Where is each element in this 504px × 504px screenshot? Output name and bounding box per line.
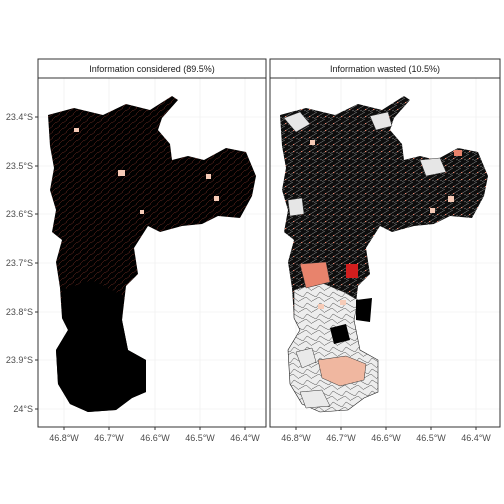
y-axis: 23.4°S 23.5°S 23.6°S 23.7°S 23.8°S 23.9°… xyxy=(6,112,38,414)
panel-title-considered: Information considered (89.5%) xyxy=(89,64,215,74)
x-axis-wasted: 46.8°W 46.7°W 46.6°W 46.5°W 46.4°W xyxy=(281,427,491,443)
panel-information-considered: Information considered (89.5%) xyxy=(37,58,267,428)
panel-information-wasted: Information wasted (10.5%) xyxy=(269,58,501,428)
strip-considered: Information considered (89.5%) xyxy=(37,58,267,79)
x-tick-label: 46.8°W xyxy=(49,433,79,443)
panel-border-considered xyxy=(37,77,267,428)
region-wasted-south-fills xyxy=(295,261,372,409)
y-tick-label: 24°S xyxy=(13,404,33,414)
panel-border-wasted xyxy=(269,77,501,428)
x-tick-label: 46.6°W xyxy=(140,433,170,443)
region-considered-solid-south xyxy=(56,280,146,412)
x-tick-label: 46.8°W xyxy=(281,433,311,443)
y-tick-label: 23.8°S xyxy=(6,307,33,317)
region-wasted-north-fills xyxy=(283,111,462,217)
y-tick-label: 23.7°S xyxy=(6,258,33,268)
x-tick-label: 46.5°W xyxy=(185,433,215,443)
panel-title-wasted: Information wasted (10.5%) xyxy=(330,64,440,74)
x-tick-label: 46.7°W xyxy=(94,433,124,443)
strip-wasted: Information wasted (10.5%) xyxy=(269,58,501,79)
x-tick-label: 46.4°W xyxy=(461,433,491,443)
y-tick-label: 23.5°S xyxy=(6,161,33,171)
x-axis-considered: 46.8°W 46.7°W 46.6°W 46.5°W 46.4°W xyxy=(49,427,260,443)
x-tick-label: 46.5°W xyxy=(416,433,446,443)
x-tick-label: 46.6°W xyxy=(371,433,401,443)
x-tick-label: 46.4°W xyxy=(230,433,260,443)
x-tick-label: 46.7°W xyxy=(326,433,356,443)
y-tick-label: 23.6°S xyxy=(6,209,33,219)
y-tick-label: 23.9°S xyxy=(6,355,33,365)
y-tick-label: 23.4°S xyxy=(6,112,33,122)
